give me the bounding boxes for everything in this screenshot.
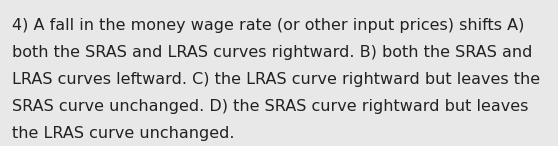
Text: LRAS curves leftward. C) the LRAS curve rightward but leaves the: LRAS curves leftward. C) the LRAS curve … [12,72,540,87]
Text: 4) A fall in the money wage rate (or other input prices) shifts A): 4) A fall in the money wage rate (or oth… [12,18,525,33]
Text: both the SRAS and LRAS curves rightward. B) both the SRAS and: both the SRAS and LRAS curves rightward.… [12,45,533,60]
Text: the LRAS curve unchanged.: the LRAS curve unchanged. [12,126,235,141]
Text: SRAS curve unchanged. D) the SRAS curve rightward but leaves: SRAS curve unchanged. D) the SRAS curve … [12,99,528,114]
